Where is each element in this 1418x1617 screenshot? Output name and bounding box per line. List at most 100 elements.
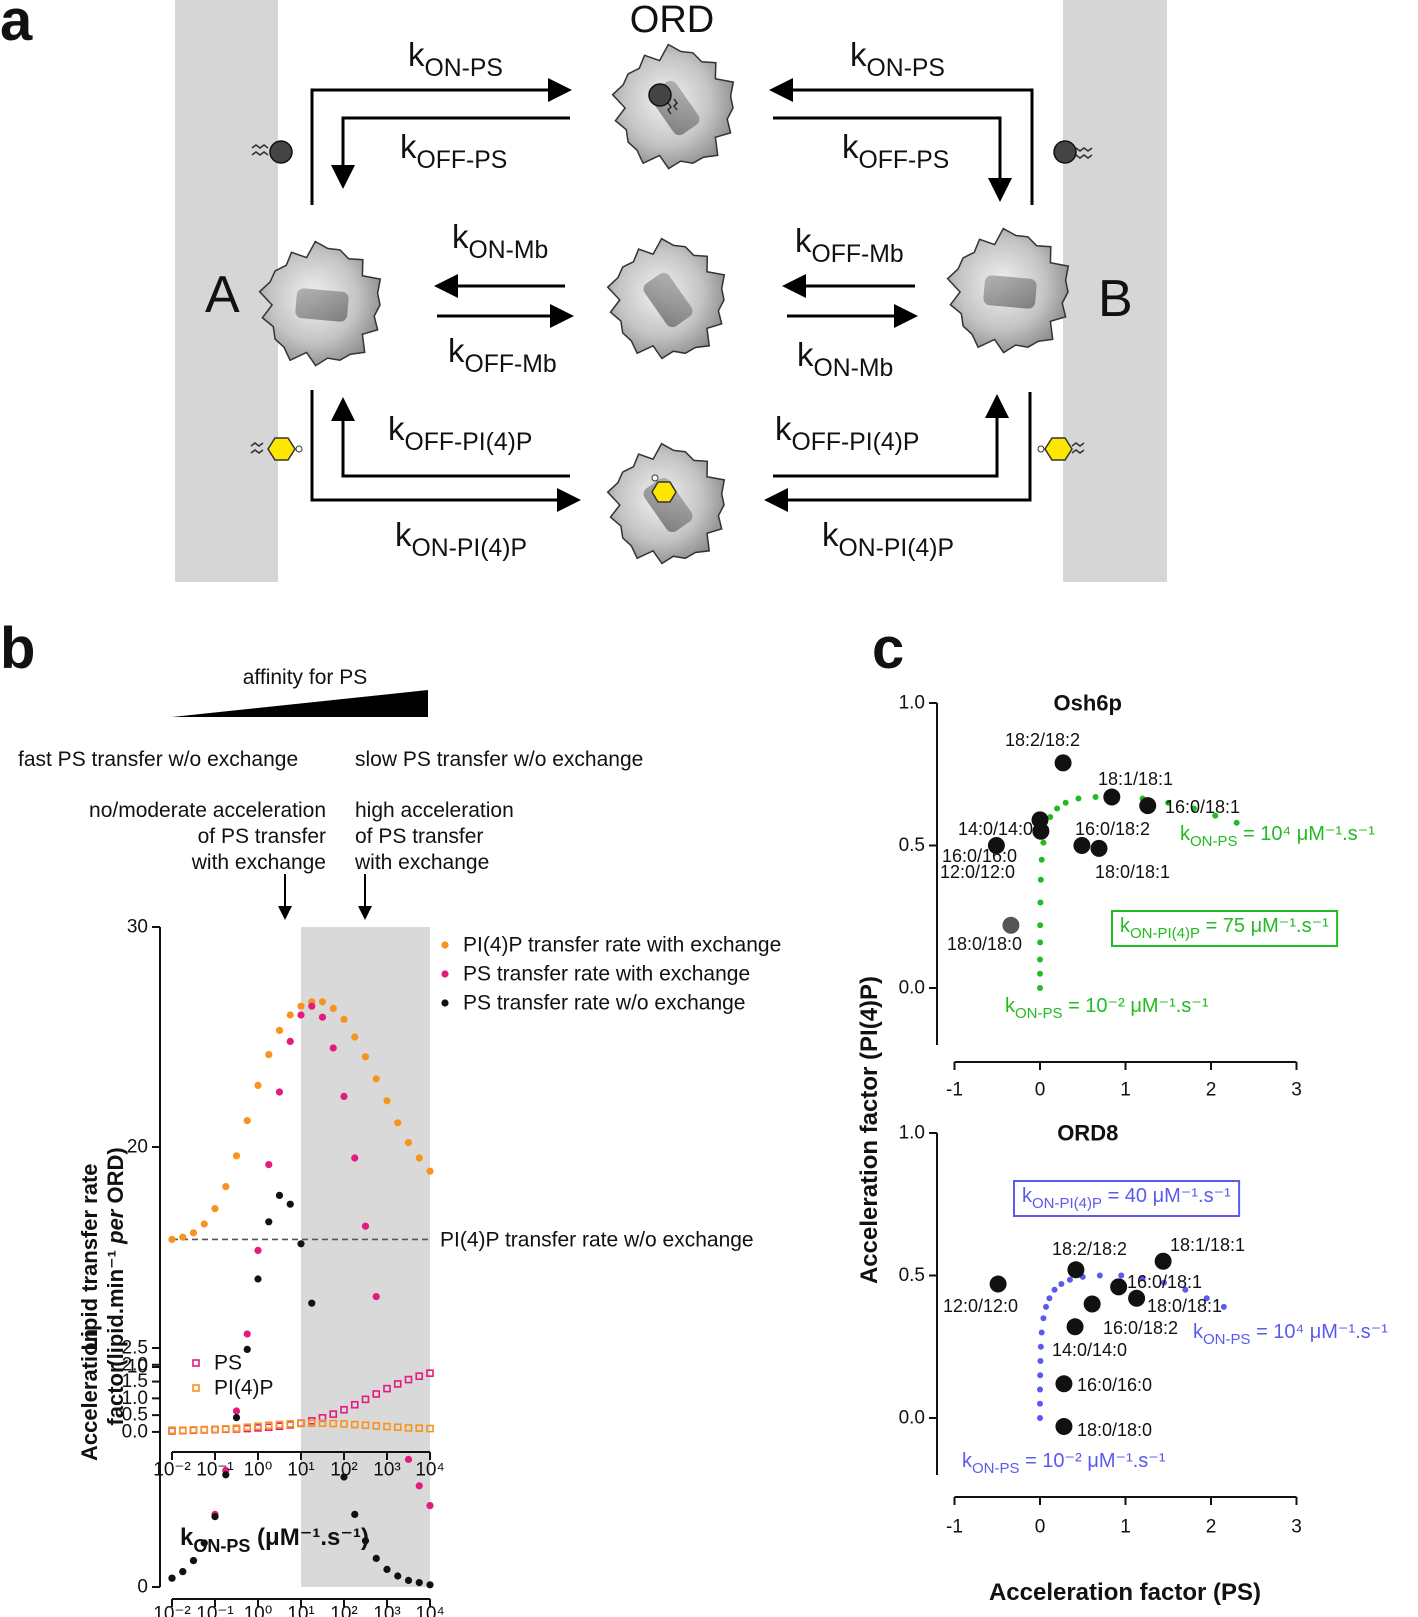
curve-annotation-rest: = 10⁻² μM⁻¹.s⁻¹	[1063, 995, 1209, 1017]
lipid-point	[1073, 837, 1091, 854]
rate-constant-sub: OFF-PS	[417, 147, 508, 174]
point-label: 18:2/18:2	[1005, 730, 1080, 750]
rate-constant: kOFF-PI(4)P	[388, 410, 532, 456]
rate-constant-sub: OFF-Mb	[812, 241, 904, 268]
data-point	[361, 1053, 370, 1061]
protein-pocket	[295, 288, 349, 322]
data-point	[350, 1420, 359, 1429]
data-point	[189, 1229, 198, 1237]
data-point	[372, 1422, 381, 1430]
reference-label: PI(4)P transfer rate w/o exchange	[440, 1228, 754, 1251]
data-point	[222, 1183, 230, 1191]
data-point	[350, 1400, 359, 1409]
point-label: 18:1/18:1	[1170, 1235, 1245, 1255]
data-point	[286, 1037, 294, 1045]
curve-annotation-sub: ON-PS	[1015, 1005, 1063, 1022]
x-tick-label: 10³	[373, 1460, 400, 1481]
x-axis-label: Acceleration factor (PS)	[989, 1579, 1261, 1606]
ord-protein	[258, 240, 382, 367]
data-point	[308, 1002, 316, 1010]
curve-point	[1040, 839, 1047, 846]
data-point	[329, 1419, 338, 1428]
data-point	[200, 1539, 208, 1547]
curve-point	[1037, 970, 1043, 977]
curve-annotation-rest: = 40 μM⁻¹.s⁻¹	[1102, 1185, 1231, 1207]
y-axis-label: (lipid.min⁻¹ per ORD)	[103, 1147, 128, 1366]
curve-annotation-sub: ON-PS	[1190, 833, 1238, 850]
x-tick-label: 10⁻¹	[196, 1604, 234, 1617]
data-point	[265, 1218, 273, 1226]
lipid-point	[987, 837, 1005, 854]
shaded-region	[301, 927, 430, 1587]
rate-constant-base: k	[408, 36, 425, 73]
data-point	[200, 1425, 209, 1434]
bound-lipids	[648, 83, 678, 503]
curve-annotation-rest: = 10⁴ μM⁻¹.s⁻¹	[1251, 1321, 1389, 1343]
data-point	[275, 1420, 284, 1429]
data-point	[211, 1425, 219, 1434]
rate-constant-base: k	[388, 410, 405, 447]
rate-constant-sub: ON-PS	[425, 55, 503, 82]
y-axis-label-part: (lipid.min⁻¹	[103, 1244, 128, 1367]
lipid-point	[1083, 1295, 1101, 1313]
data-point	[361, 1222, 370, 1230]
curve-point	[1037, 939, 1044, 946]
x-tick-label: 10²	[330, 1460, 357, 1481]
curve-point	[1047, 814, 1054, 820]
legend-marker	[192, 1384, 200, 1392]
data-point	[361, 1395, 370, 1404]
affinity-wedge	[172, 690, 428, 717]
data-point	[361, 1421, 370, 1430]
curve-point	[1037, 922, 1044, 929]
point-label: 16:0/16:0	[1077, 1375, 1152, 1395]
rate-constant: kOFF-PS	[842, 128, 949, 174]
data-point	[168, 1426, 176, 1435]
point-label: 18:0/18:0	[1077, 1420, 1152, 1440]
annotation-box	[1111, 910, 1339, 947]
data-point	[286, 1011, 294, 1019]
curve-point	[1042, 1303, 1049, 1310]
data-point	[404, 1424, 413, 1432]
bound-pi4p-head	[651, 474, 659, 482]
rate-constant-sub: OFF-PI(4)P	[405, 429, 533, 456]
curve-annotation-sub: ON-PS	[972, 1460, 1020, 1477]
x-tick-label: 10⁴	[415, 1604, 444, 1617]
point-label: 12:0/12:0	[943, 1296, 1018, 1316]
curve-point	[1190, 805, 1197, 812]
data-point	[275, 1026, 284, 1034]
curve-point	[1233, 819, 1240, 826]
regime-note: of PS transfer	[198, 825, 326, 848]
rate-constant-sub: OFF-PI(4)P	[792, 429, 920, 456]
legend-label: PS transfer rate with exchange	[463, 963, 750, 986]
point-label: 16:0/18:1	[1127, 1272, 1202, 1292]
y-axis-label: factor	[103, 1364, 128, 1426]
curve-point	[1037, 876, 1044, 883]
ord-protein	[946, 227, 1070, 354]
x-tick-label: 10¹	[287, 1604, 314, 1617]
x-tick-label: 10²	[330, 1604, 357, 1617]
data-point	[415, 1424, 424, 1433]
point-label: 18:2/18:2	[1052, 1239, 1127, 1259]
x-tick-label: 2	[1206, 1080, 1217, 1101]
curve-point	[1046, 1295, 1053, 1302]
data-point	[383, 1097, 391, 1105]
curve-point	[1037, 956, 1043, 963]
curve-point	[1212, 812, 1219, 819]
data-point	[318, 1013, 327, 1021]
chart: 0.0 0.5 1.0 -1 0 1 2 3 18:2/18:2 18:1/18:1 16:0/18…	[899, 1121, 1302, 1607]
rate-constant-base: k	[822, 516, 839, 553]
curve-point	[1037, 1400, 1043, 1407]
lipid-point	[1103, 788, 1121, 806]
lipid-point	[1110, 1278, 1128, 1296]
curve-point	[1037, 1372, 1044, 1379]
bound-ps-tail	[667, 98, 678, 115]
data-point	[340, 1015, 348, 1024]
lipid-point	[1090, 839, 1108, 857]
data-point	[351, 1510, 359, 1518]
x-tick-label: 10⁰	[244, 1604, 273, 1617]
rate-constant-sub: ON-PI(4)P	[839, 535, 955, 562]
legend-label: PS	[214, 1352, 242, 1375]
curve-point	[1220, 1303, 1227, 1310]
data-point	[340, 1473, 348, 1481]
affinity-label: affinity for PS	[243, 666, 368, 689]
